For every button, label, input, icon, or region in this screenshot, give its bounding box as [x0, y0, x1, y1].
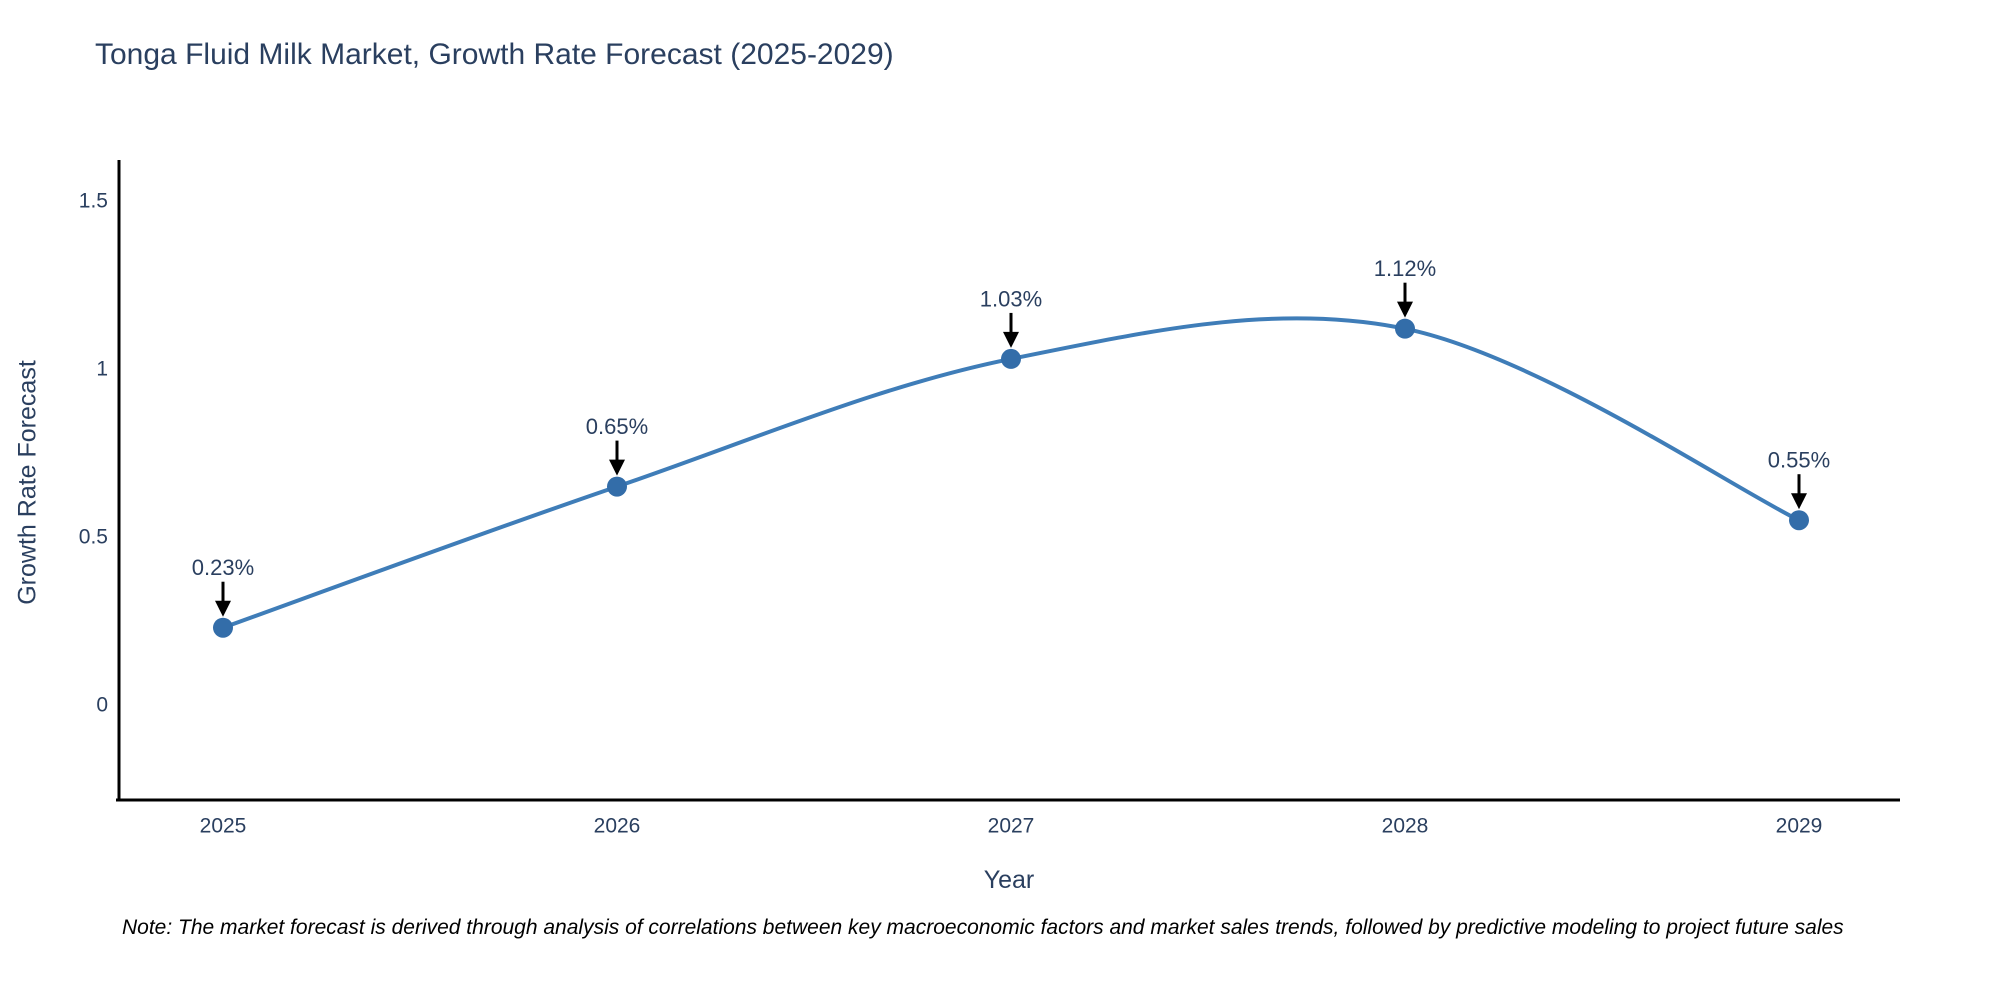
y-tick-label: 1.5	[79, 190, 108, 213]
footnote-text: Note: The market forecast is derived thr…	[122, 916, 1844, 939]
annotation-label: 1.12%	[1374, 256, 1436, 281]
annotation-label: 1.03%	[980, 286, 1042, 311]
y-axis-title: Growth Rate Forecast	[13, 360, 42, 605]
annotation-label: 0.23%	[192, 555, 254, 580]
annotation-label: 0.65%	[586, 414, 648, 439]
y-tick-label: 0.5	[79, 526, 108, 549]
annotation-arrowhead	[609, 459, 625, 476]
x-tick-label: 2025	[200, 815, 247, 838]
annotation-label: 0.55%	[1768, 448, 1830, 473]
annotation-arrowhead	[1397, 301, 1413, 318]
x-tick-label: 2029	[1776, 815, 1823, 838]
data-point-marker[interactable]	[213, 617, 233, 638]
data-point-marker[interactable]	[1001, 348, 1021, 369]
data-point-marker[interactable]	[607, 476, 627, 497]
y-tick-label: 1	[96, 358, 108, 381]
chart-title: Tonga Fluid Milk Market, Growth Rate For…	[95, 38, 894, 71]
data-point-marker[interactable]	[1395, 318, 1415, 339]
x-tick-label: 2026	[594, 815, 641, 838]
y-tick-label: 0	[96, 694, 108, 717]
annotation-arrowhead	[1791, 493, 1807, 510]
data-point-marker[interactable]	[1789, 510, 1809, 531]
x-axis-title: Year	[983, 866, 1035, 894]
x-tick-label: 2028	[1382, 815, 1429, 838]
annotation-arrowhead	[215, 600, 231, 617]
x-tick-label: 2027	[988, 815, 1035, 838]
annotation-arrowhead	[1003, 331, 1019, 348]
